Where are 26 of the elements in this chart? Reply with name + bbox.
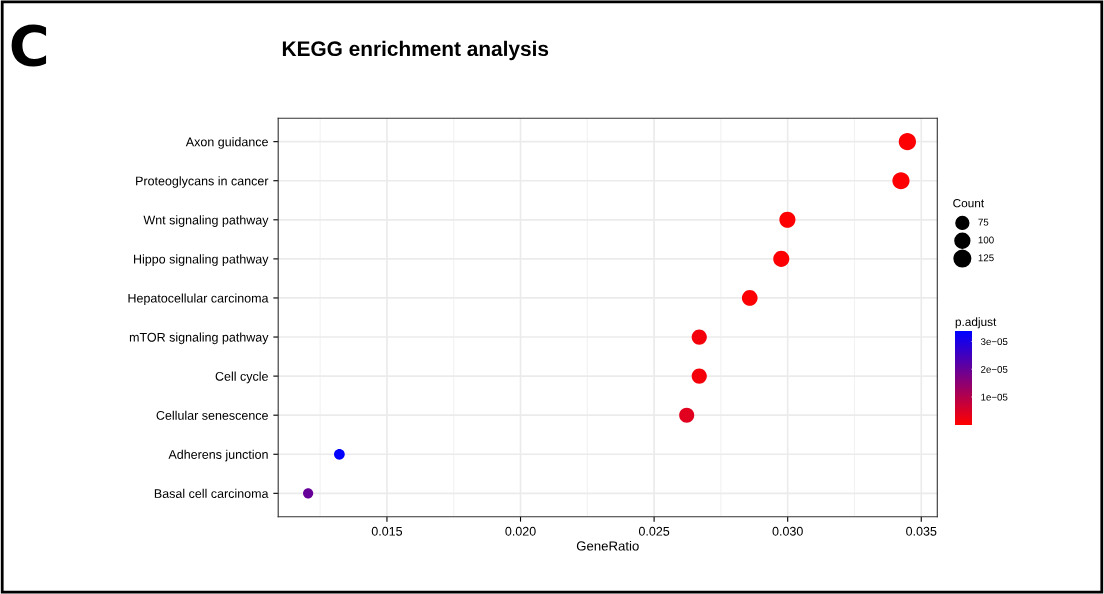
x-tick-label: 0.030	[772, 526, 803, 536]
y-tick-label: Cellular senescence	[156, 410, 268, 420]
y-tick-label: Hippo signaling pathway	[134, 254, 269, 266]
y-tick-label: Basal cell carcinoma	[154, 488, 269, 498]
legend-label: 100	[978, 236, 994, 244]
y-tick-label: Adherens junction	[168, 449, 268, 462]
x-tick-label: 0.035	[906, 526, 937, 536]
y-tick-label: mTOR signaling pathway	[129, 332, 269, 345]
color-bar-label: 2e−05	[981, 365, 1008, 373]
x-tick-label: 0.020	[505, 526, 536, 536]
color-bar-label: 1e−05	[981, 393, 1008, 401]
y-tick-label: Axon guidance	[185, 137, 268, 149]
x-tick-label: 0.015	[371, 526, 403, 536]
legend-label: 75	[978, 218, 989, 226]
color-bar-label: 3e−05	[980, 338, 1008, 346]
y-tick-label: Hepatocellular carcinoma	[128, 293, 269, 306]
y-tick-label: Wnt signaling pathway	[143, 215, 269, 227]
text: C	[11, 24, 47, 67]
y-tick-label: Cell cycle	[215, 371, 268, 384]
y-tick-label: Proteoglycans in cancer	[136, 176, 269, 188]
x-axis-title: GeneRatio	[576, 540, 639, 551]
legend-label: 125	[978, 254, 994, 262]
x-tick-label: 0.025	[638, 526, 670, 536]
color-bar-title: p.adjust	[955, 317, 997, 329]
chart-title: KEGG enrichment analysis	[282, 40, 549, 61]
legend-title: Count	[953, 199, 985, 208]
